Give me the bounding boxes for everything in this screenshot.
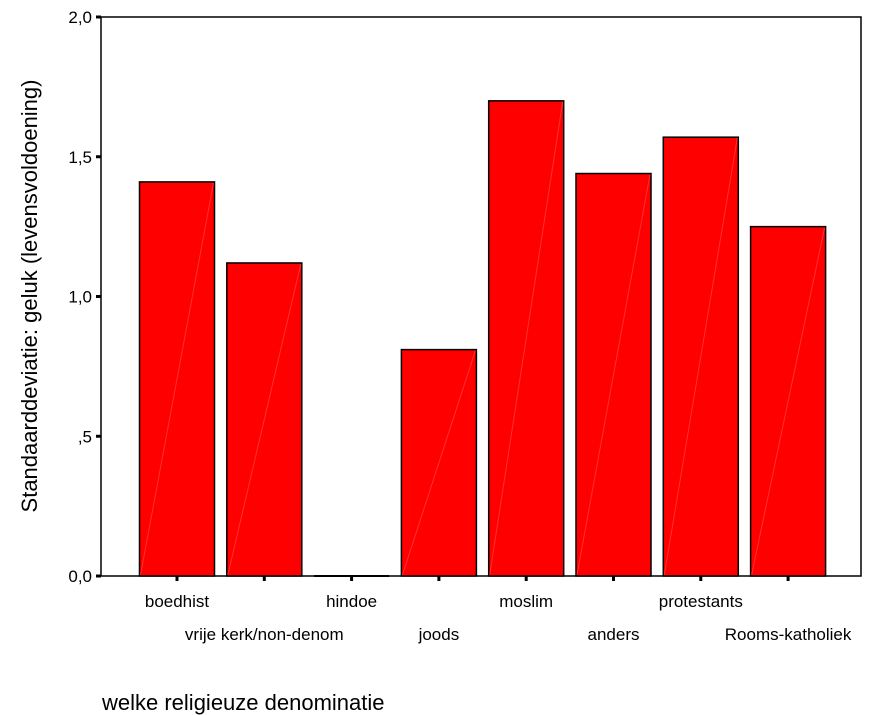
x-tick-label: Rooms-katholiek xyxy=(725,625,852,644)
x-tick-label: vrije kerk/non-denom xyxy=(185,625,344,644)
y-tick-label: 2,0 xyxy=(68,8,92,27)
x-tick-label: hindoe xyxy=(326,592,377,611)
x-tick-label: joods xyxy=(418,625,460,644)
bar-shading xyxy=(751,227,826,576)
bar-shading xyxy=(401,350,476,576)
x-tick-label: boedhist xyxy=(145,592,210,611)
y-axis-title: Standaarddeviatie: geluk (levensvoldoeni… xyxy=(17,80,42,513)
y-tick-label: ,5 xyxy=(78,427,92,446)
bar-shading xyxy=(227,263,302,576)
x-tick-label: moslim xyxy=(499,592,553,611)
bar-shading xyxy=(489,101,564,576)
bar-shading xyxy=(576,174,651,576)
x-tick-label: anders xyxy=(588,625,640,644)
x-axis-title: welke religieuze denominatie xyxy=(101,690,385,715)
y-tick-label: 1,0 xyxy=(68,288,92,307)
bar-shading xyxy=(663,138,738,576)
x-tick-label: protestants xyxy=(659,592,743,611)
y-tick-label: 0,0 xyxy=(68,567,92,586)
bar-shading xyxy=(140,182,214,576)
y-tick-label: 1,5 xyxy=(68,148,92,167)
